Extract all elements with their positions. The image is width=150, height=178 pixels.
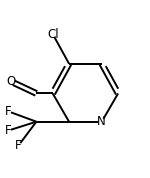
Text: F: F (15, 139, 22, 152)
Text: O: O (6, 75, 16, 88)
Text: N: N (97, 115, 106, 128)
Text: F: F (5, 124, 11, 137)
Text: F: F (5, 105, 11, 118)
Text: Cl: Cl (47, 28, 59, 41)
